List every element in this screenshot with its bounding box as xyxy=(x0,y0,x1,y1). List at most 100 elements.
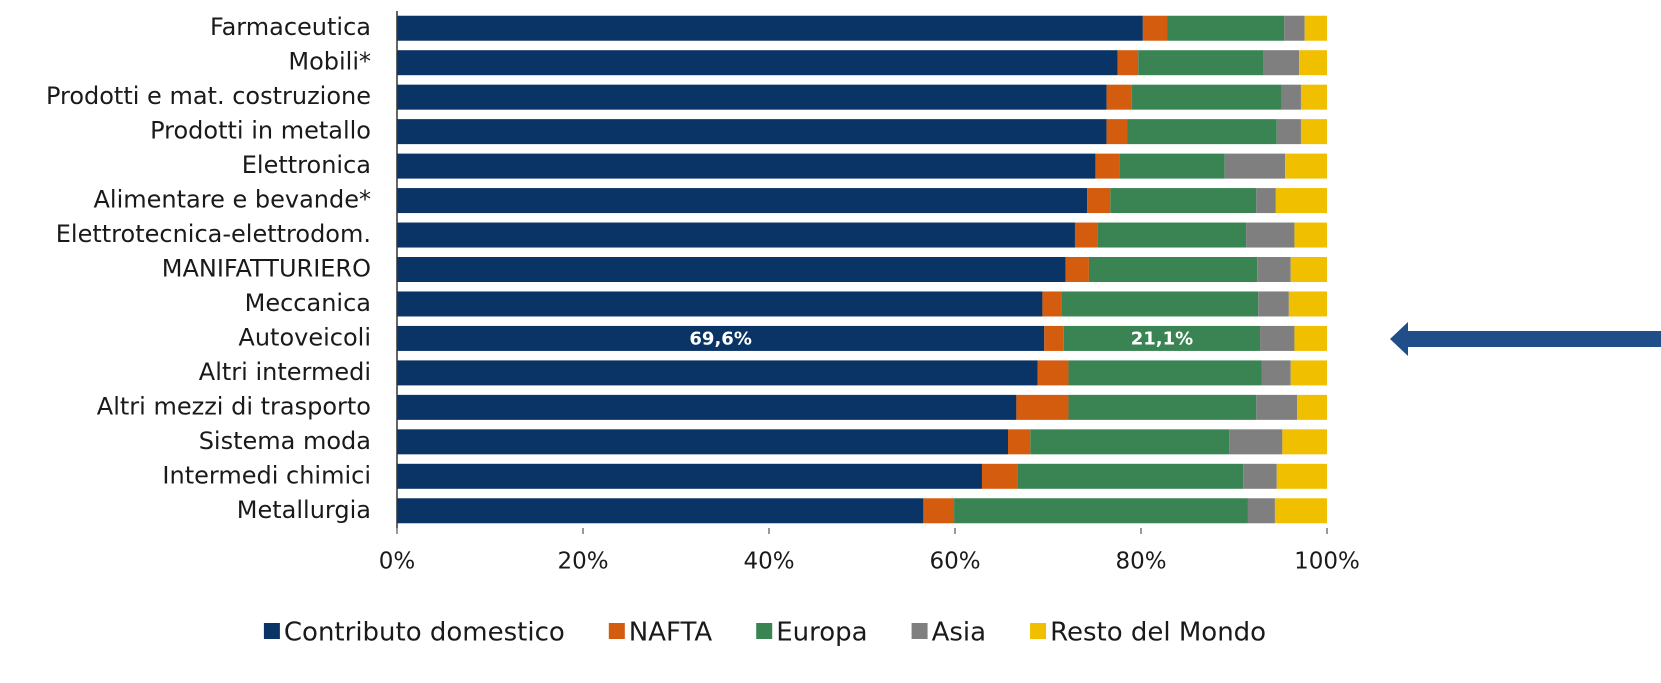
bar-segment xyxy=(1110,188,1257,214)
bar-segment xyxy=(397,291,1043,317)
bar-segment xyxy=(397,188,1088,214)
bar-segment xyxy=(1042,291,1062,317)
bar-segment xyxy=(1256,394,1298,420)
y-tick-label: MANIFATTURIERO xyxy=(162,255,371,283)
y-tick-label: Sistema moda xyxy=(199,427,371,455)
bar-segment xyxy=(1167,15,1285,41)
bar-segment xyxy=(397,257,1066,282)
legend-swatch xyxy=(1030,623,1047,639)
bar-segment xyxy=(1131,84,1282,110)
y-tick-label: Metallurgia xyxy=(237,496,371,524)
y-tick-label: Intermedi chimici xyxy=(162,461,371,489)
bar-segment xyxy=(1276,119,1301,145)
bar-segment xyxy=(1288,291,1327,317)
bar-segment xyxy=(1106,84,1132,110)
bar-segment xyxy=(923,498,955,524)
legend-swatch xyxy=(263,623,280,639)
bar-segment xyxy=(1087,188,1111,214)
x-tick-label: 80% xyxy=(1115,549,1166,575)
legend-label: Resto del Mondo xyxy=(1050,618,1266,648)
bar-segment xyxy=(1117,50,1139,76)
bar-segment xyxy=(1074,222,1098,248)
bar-segment xyxy=(1260,325,1295,351)
y-tick-label: Elettronica xyxy=(242,151,371,179)
bar-segment xyxy=(1017,463,1244,489)
bar-segment xyxy=(1276,463,1327,489)
bar-segment xyxy=(1275,188,1327,214)
bar-segment xyxy=(1068,360,1262,386)
bar-segment xyxy=(1300,119,1327,145)
y-tick-label: Altri mezzi di trasporto xyxy=(97,392,371,420)
bar-segment xyxy=(1088,257,1258,282)
bar-segment xyxy=(1106,119,1128,145)
bar-segment xyxy=(1044,325,1064,351)
bar-segment xyxy=(397,394,1017,420)
bar-segment xyxy=(1281,84,1301,110)
bar-segment xyxy=(1247,498,1275,524)
bar-segment xyxy=(1142,15,1168,41)
bar-segment xyxy=(1290,257,1327,282)
bar-segment xyxy=(1224,153,1286,179)
bar-segment xyxy=(397,153,1096,179)
y-tick-label: Mobili* xyxy=(288,48,371,76)
bar-segment xyxy=(1294,222,1327,248)
bar-segment xyxy=(1263,50,1300,76)
value-label: 69,6% xyxy=(689,328,751,349)
bar-segment xyxy=(1016,394,1069,420)
bar-segment xyxy=(1258,291,1289,317)
bar-segment xyxy=(1229,429,1283,455)
bar-segment xyxy=(954,498,1248,524)
bar-segment xyxy=(1261,360,1291,386)
bar-segment xyxy=(1297,394,1327,420)
bar-segment xyxy=(397,498,924,524)
bar-segment xyxy=(397,429,1009,455)
bar-segment xyxy=(397,463,982,489)
bar-segment xyxy=(397,360,1038,386)
legend-label: Europa xyxy=(776,618,867,648)
y-tick-label: Autoveicoli xyxy=(238,323,371,351)
legend-label: Asia xyxy=(932,618,987,648)
bar-segment xyxy=(1285,153,1327,179)
legend-label: Contributo domestico xyxy=(284,618,565,648)
bar-segment xyxy=(1119,153,1225,179)
bar-segment xyxy=(397,222,1075,248)
bar-segment xyxy=(1294,325,1327,351)
bar-segment xyxy=(397,119,1107,145)
bar-segment xyxy=(1299,50,1327,76)
bar-segment xyxy=(397,325,1045,351)
bar-segment xyxy=(1290,360,1327,386)
x-tick-label: 100% xyxy=(1294,549,1360,575)
bar-segment xyxy=(1097,222,1247,248)
bar-segment xyxy=(1243,463,1277,489)
bar-segment xyxy=(1063,325,1261,351)
legend-swatch xyxy=(756,623,773,639)
bar-segment xyxy=(1304,15,1327,41)
x-tick-label: 20% xyxy=(557,549,608,575)
bar-segment xyxy=(397,15,1143,41)
y-tick-label: Meccanica xyxy=(245,289,371,317)
bar-segment xyxy=(1284,15,1305,41)
bar-segment xyxy=(1037,360,1069,386)
bar-segment xyxy=(1274,498,1327,524)
bar-segment xyxy=(1127,119,1277,145)
bar-segment xyxy=(981,463,1018,489)
legend-swatch xyxy=(911,623,928,639)
value-label: 21,1% xyxy=(1131,328,1193,349)
bar-segment xyxy=(1256,188,1276,214)
legend-swatch xyxy=(608,623,625,639)
bar-segment xyxy=(397,50,1118,76)
bar-segment xyxy=(1068,394,1257,420)
bar-segment xyxy=(1065,257,1089,282)
bar-segment xyxy=(1257,257,1291,282)
y-tick-label: Elettrotecnica-elettrodom. xyxy=(56,220,371,248)
y-tick-label: Alimentare e bevande* xyxy=(94,186,371,214)
bar-segment xyxy=(1095,153,1120,179)
bar-segment xyxy=(1061,291,1259,317)
x-tick-label: 40% xyxy=(743,549,794,575)
arrow xyxy=(1390,322,1661,356)
bar-segment xyxy=(1008,429,1031,455)
bar-segment xyxy=(1300,84,1327,110)
x-tick-label: 60% xyxy=(929,549,980,575)
bar-segment xyxy=(1282,429,1327,455)
y-tick-label: Farmaceutica xyxy=(210,13,371,41)
